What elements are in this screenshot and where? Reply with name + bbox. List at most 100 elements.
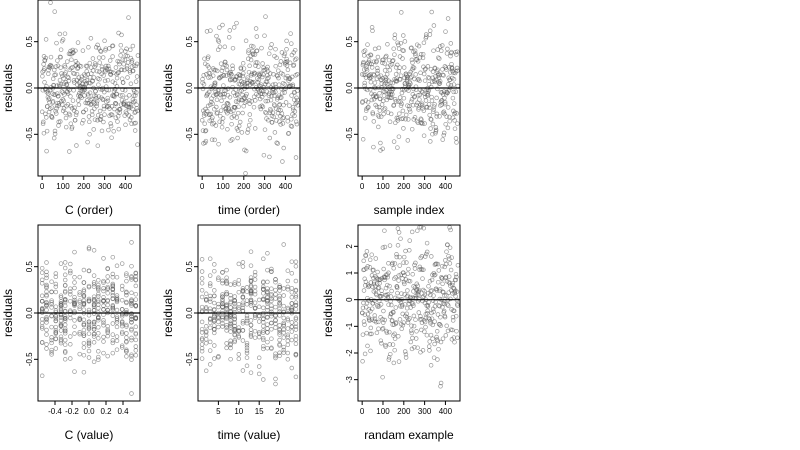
data-point [277, 297, 282, 303]
data-point [69, 57, 74, 62]
data-point [266, 82, 271, 87]
data-point [102, 78, 108, 84]
data-point [72, 105, 78, 111]
data-point [39, 277, 45, 283]
data-point [118, 93, 123, 98]
data-point [434, 329, 440, 334]
data-point [422, 121, 427, 126]
data-point [289, 295, 295, 300]
data-point [91, 340, 97, 345]
data-point [237, 73, 243, 79]
data-point [269, 286, 274, 291]
data-point [408, 305, 413, 310]
data-point [442, 101, 448, 107]
data-point [123, 122, 128, 128]
data-point [393, 320, 399, 325]
data-point [269, 303, 274, 308]
data-point [44, 293, 49, 299]
data-point [454, 328, 459, 334]
data-point [293, 327, 299, 332]
data-point [108, 121, 113, 126]
data-point [102, 38, 107, 44]
data-point [238, 66, 244, 72]
data-point [241, 71, 246, 76]
data-point [106, 66, 112, 72]
data-point [209, 137, 215, 142]
data-point [229, 121, 234, 127]
data-point [393, 305, 399, 310]
data-point [77, 274, 82, 280]
y-tick-label: 0.5 [185, 36, 194, 48]
data-point [106, 104, 111, 109]
y-tick-label: 0.5 [25, 261, 34, 273]
data-point [75, 98, 81, 103]
x-tick-label: 400 [119, 182, 133, 191]
data-point [203, 138, 209, 144]
data-point [425, 308, 430, 314]
data-point [445, 302, 450, 307]
data-point [39, 306, 45, 311]
data-point [44, 260, 49, 265]
data-point [387, 67, 393, 73]
data-point [444, 293, 449, 298]
data-point [395, 290, 400, 296]
data-point [422, 67, 428, 72]
data-point [49, 352, 54, 357]
data-point [121, 99, 127, 105]
data-point [374, 58, 379, 64]
data-point [72, 369, 77, 374]
data-point [220, 269, 225, 275]
data-point [66, 111, 72, 117]
data-point [434, 111, 440, 117]
data-point [444, 114, 449, 119]
data-point [394, 254, 399, 260]
data-point [126, 15, 131, 20]
x-tick-label: 400 [439, 407, 453, 416]
data-point [401, 48, 406, 53]
data-point [232, 316, 237, 322]
data-point [72, 295, 77, 300]
data-point [429, 254, 434, 259]
data-point [277, 306, 282, 312]
data-point [369, 306, 375, 311]
data-point [58, 328, 64, 333]
data-point [409, 74, 414, 79]
data-point [129, 60, 135, 65]
data-point [375, 286, 381, 291]
data-point [125, 60, 131, 65]
data-point [135, 53, 141, 58]
data-point [444, 89, 449, 95]
data-point [403, 112, 409, 118]
data-point [60, 102, 65, 107]
data-point [289, 41, 294, 46]
x-tick-label: 0 [40, 182, 45, 191]
data-point [451, 70, 456, 75]
data-point [367, 257, 373, 263]
data-point [53, 330, 59, 335]
data-point [219, 124, 225, 130]
x-tick-label: 100 [216, 182, 230, 191]
data-point [62, 288, 68, 294]
data-point [94, 98, 100, 104]
data-point [289, 93, 294, 98]
data-point [418, 52, 424, 57]
data-point [105, 77, 111, 83]
data-point [44, 346, 49, 351]
data-point [77, 351, 82, 357]
data-point [277, 293, 282, 299]
y-axis-label: residuals [1, 289, 15, 337]
data-point [58, 261, 64, 266]
data-point [403, 355, 409, 360]
data-point [129, 275, 134, 280]
data-point [427, 348, 432, 353]
data-point [114, 316, 120, 321]
data-point [244, 350, 250, 356]
data-point [62, 328, 68, 334]
data-point [451, 89, 456, 95]
data-point [241, 66, 247, 71]
data-point [426, 82, 432, 87]
data-point [133, 324, 139, 330]
data-point [418, 266, 424, 272]
data-point [438, 339, 444, 345]
